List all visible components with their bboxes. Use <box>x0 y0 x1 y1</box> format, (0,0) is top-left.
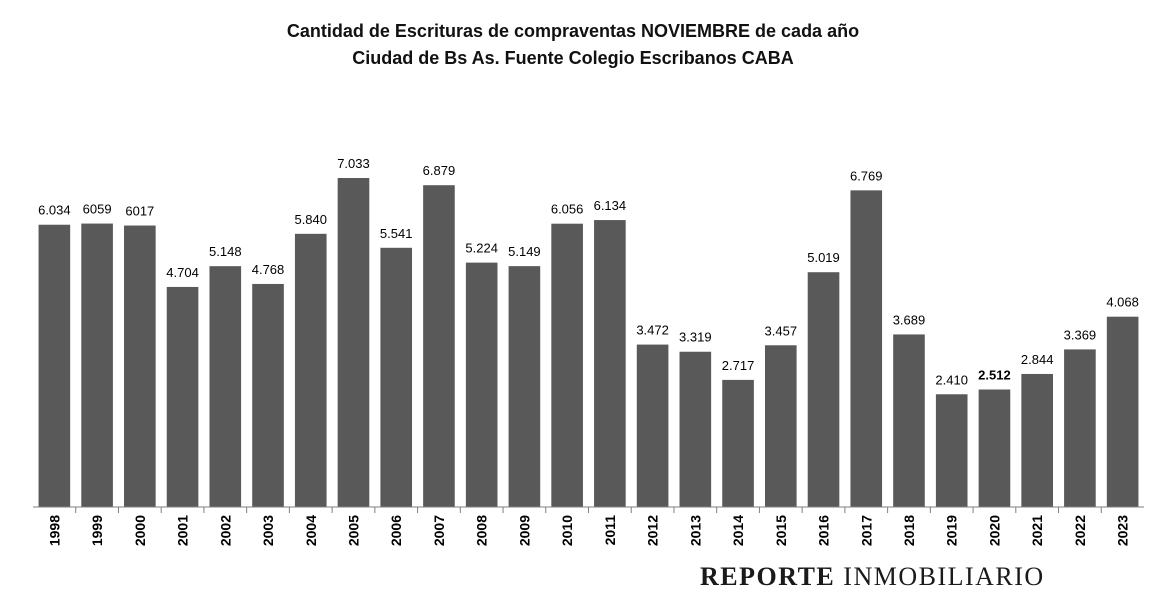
data-label-2003: 4.768 <box>252 262 285 277</box>
x-tick-label-2022: 2022 <box>1072 515 1088 546</box>
bar-2006 <box>380 247 413 508</box>
data-label-2006: 5.541 <box>380 226 413 241</box>
x-tick-label-2003: 2003 <box>260 515 276 546</box>
bar-2001 <box>166 286 199 507</box>
data-label-2021: 2.844 <box>1021 352 1054 367</box>
data-label-2008: 5.224 <box>465 241 498 256</box>
bar-2007 <box>423 185 455 507</box>
x-tick-label-2011: 2011 <box>602 515 618 546</box>
x-tick-label-2013: 2013 <box>687 515 703 546</box>
bar-1999 <box>81 223 113 507</box>
reporte-inmobiliario-logo: REPORTE INMOBILIARIO <box>700 562 1045 592</box>
data-label-2015: 3.457 <box>765 323 798 338</box>
data-label-2000: 6017 <box>125 204 154 219</box>
bar-2012 <box>636 344 669 507</box>
x-tick-label-2002: 2002 <box>217 515 233 546</box>
data-label-2011: 6.134 <box>594 198 627 213</box>
bar-2015 <box>764 345 797 507</box>
x-tick-label-2008: 2008 <box>474 515 490 546</box>
x-tick-label-2010: 2010 <box>559 515 575 546</box>
data-label-1998: 6.034 <box>38 203 71 218</box>
x-tick-label-2016: 2016 <box>816 515 832 546</box>
bar-2022 <box>1064 349 1096 507</box>
x-tick-label-2006: 2006 <box>388 515 404 546</box>
x-tick-label-1999: 1999 <box>89 515 105 546</box>
x-tick-label-1998: 1998 <box>46 515 62 546</box>
data-label-2001: 4.704 <box>166 265 199 280</box>
x-tick-label-2019: 2019 <box>944 515 960 546</box>
x-tick-label-2000: 2000 <box>132 515 148 546</box>
bar-2010 <box>551 223 583 507</box>
data-label-2017: 6.769 <box>850 168 883 183</box>
data-label-2002: 5.148 <box>209 244 242 259</box>
x-tick-label-2015: 2015 <box>773 515 789 546</box>
x-tick-label-2009: 2009 <box>516 515 532 546</box>
data-label-2018: 3.689 <box>893 312 926 327</box>
data-label-2023: 4.068 <box>1106 295 1139 310</box>
logo-bold-text: REPORTE <box>700 562 836 591</box>
bar-2016 <box>807 272 840 507</box>
data-label-2010: 6.056 <box>551 202 584 217</box>
bar-2002 <box>209 266 242 507</box>
bar-2000 <box>124 225 156 507</box>
data-label-1999: 6059 <box>83 202 112 217</box>
data-label-2005: 7.033 <box>337 156 370 171</box>
data-label-2014: 2.717 <box>722 358 755 373</box>
x-tick-label-2018: 2018 <box>901 515 917 546</box>
bar-2021 <box>1021 373 1053 507</box>
x-tick-label-2004: 2004 <box>303 515 319 546</box>
bar-2019 <box>935 394 968 507</box>
data-label-2013: 3.319 <box>679 330 712 345</box>
data-label-2004: 5.840 <box>294 212 327 227</box>
x-tick-label-2023: 2023 <box>1115 515 1131 546</box>
data-label-2022: 3.369 <box>1064 327 1097 342</box>
data-label-2012: 3.472 <box>636 323 669 338</box>
bar-2005 <box>337 178 370 507</box>
bar-1998 <box>38 224 71 508</box>
data-label-2020: 2.512 <box>978 367 1011 382</box>
bar-2018 <box>893 334 925 507</box>
x-tick-label-2001: 2001 <box>175 515 191 546</box>
bar-2003 <box>252 283 284 507</box>
bar-2023 <box>1106 316 1139 507</box>
bar-2011 <box>594 220 626 508</box>
x-tick-label-2014: 2014 <box>730 515 746 546</box>
logo-light-text: INMOBILIARIO <box>843 562 1045 591</box>
chart-title-block: Cantidad de Escrituras de compraventas N… <box>0 18 1146 72</box>
x-tick-label-2020: 2020 <box>986 515 1002 546</box>
bar-2004 <box>294 233 327 507</box>
x-tick-label-2007: 2007 <box>431 515 447 546</box>
x-tick-label-2005: 2005 <box>345 515 361 546</box>
chart-subtitle: Ciudad de Bs As. Fuente Colegio Escriban… <box>352 48 794 68</box>
x-tick-label-2017: 2017 <box>858 515 874 546</box>
data-label-2016: 5.019 <box>807 250 840 265</box>
bar-2017 <box>850 190 883 507</box>
chart-title: Cantidad de Escrituras de compraventas N… <box>286 21 860 41</box>
data-label-2019: 2.410 <box>935 372 968 387</box>
x-tick-label-2012: 2012 <box>645 515 661 546</box>
bar-2013 <box>679 351 712 507</box>
x-tick-label-2021: 2021 <box>1029 515 1045 546</box>
data-label-2007: 6.879 <box>423 163 456 178</box>
bar-2008 <box>465 262 498 507</box>
data-label-2009: 5.149 <box>508 244 541 259</box>
bar-2020 <box>978 389 1011 507</box>
bar-2009 <box>508 266 541 507</box>
bar-2014 <box>722 379 754 507</box>
